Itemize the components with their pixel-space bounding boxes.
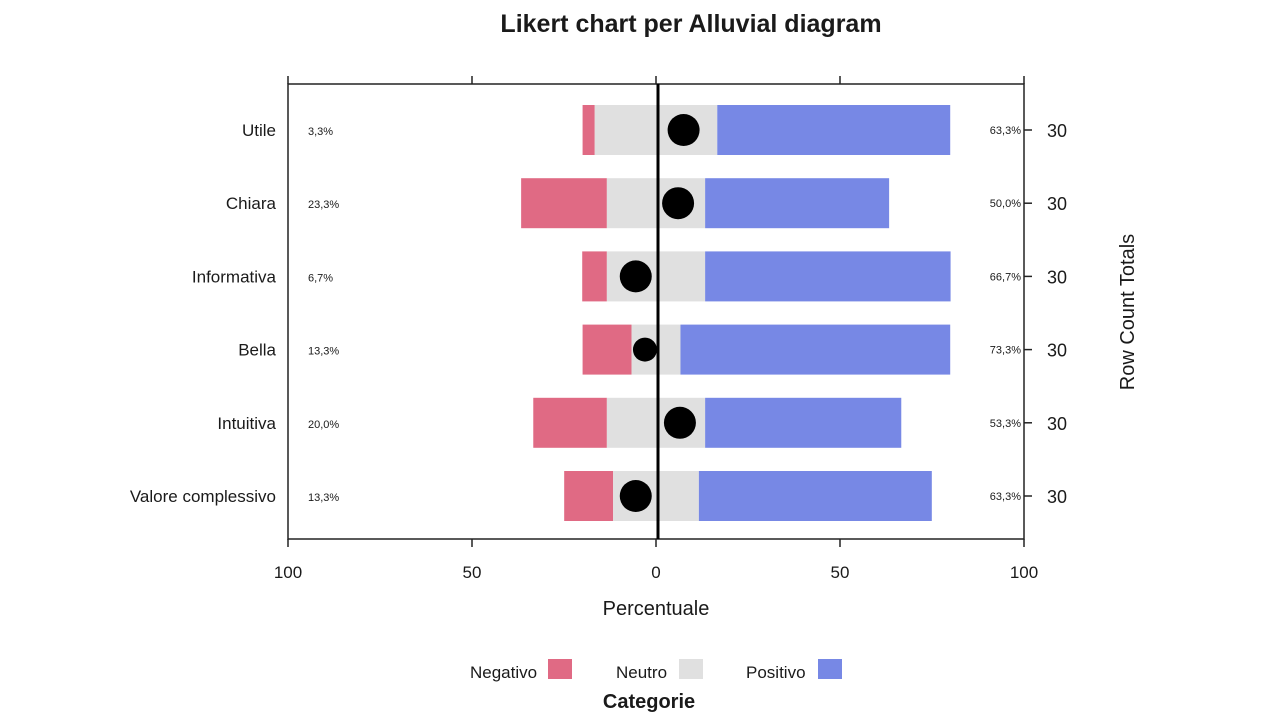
category-label: Utile — [242, 121, 276, 140]
negative-percent-label: 3,3% — [308, 126, 333, 138]
positive-percent-label: 50,0% — [990, 198, 1021, 210]
x-tick-label: 100 — [274, 563, 302, 582]
legend-label: Neutro — [616, 663, 667, 682]
x-axis-label: Percentuale — [603, 598, 710, 620]
bar-negativo — [582, 105, 595, 155]
row-total-label: 30 — [1047, 194, 1067, 214]
bar-negativo — [521, 178, 607, 229]
legend-swatch — [548, 659, 572, 679]
mean-marker — [619, 480, 652, 512]
bar-negativo — [533, 397, 607, 448]
positive-percent-label: 53,3% — [990, 418, 1021, 430]
negative-percent-label: 23,3% — [308, 199, 339, 211]
row-total-label: 30 — [1047, 121, 1067, 141]
legend-label: Positivo — [746, 663, 806, 682]
bar-negativo — [582, 251, 607, 302]
legend-swatch — [818, 659, 842, 679]
legend-label: Negativo — [470, 663, 537, 682]
category-label: Valore complessivo — [130, 487, 276, 506]
negative-percent-label: 13,3% — [308, 346, 339, 358]
legend: Negativo Neutro Positivo — [470, 659, 842, 682]
right-axis-label: Row Count Totals — [1117, 234, 1139, 390]
mean-marker — [662, 187, 695, 220]
bar-positivo — [705, 178, 890, 229]
legend-title: Categorie — [603, 691, 695, 713]
plot-area: 100 50 0 50 100 Utile 3,3% 63,3% 30 Chiara 23,3% 50… — [130, 76, 1067, 582]
bar-positivo — [717, 105, 951, 155]
bar-positivo — [705, 397, 902, 448]
mean-marker — [632, 337, 657, 362]
row-total-label: 30 — [1047, 341, 1067, 361]
bar-positivo — [680, 324, 951, 375]
x-tick-label: 50 — [463, 563, 482, 582]
negative-percent-label: 13,3% — [308, 492, 339, 504]
category-label: Chiara — [226, 194, 277, 213]
chart-title: Likert chart per Alluvial diagram — [500, 10, 881, 38]
x-tick-label: 100 — [1010, 563, 1038, 582]
x-tick-label: 0 — [651, 563, 660, 582]
row-total-label: 30 — [1047, 267, 1067, 287]
positive-percent-label: 73,3% — [990, 345, 1021, 357]
negative-percent-label: 6,7% — [308, 272, 333, 284]
category-label: Intuitiva — [217, 414, 276, 433]
mean-marker — [667, 114, 700, 146]
positive-percent-label: 63,3% — [990, 491, 1021, 503]
mean-marker — [663, 406, 696, 439]
mean-marker — [619, 260, 652, 293]
row-total-label: 30 — [1047, 487, 1067, 507]
bar-positivo — [705, 251, 951, 302]
category-label: Informativa — [192, 267, 277, 286]
bar-negativo — [564, 471, 614, 521]
bar-negativo — [582, 324, 632, 375]
legend-swatch — [679, 659, 703, 679]
negative-percent-label: 20,0% — [308, 419, 339, 431]
category-label: Bella — [238, 341, 276, 360]
positive-percent-label: 63,3% — [990, 125, 1021, 137]
row-total-label: 30 — [1047, 414, 1067, 434]
positive-percent-label: 66,7% — [990, 271, 1021, 283]
x-tick-label: 50 — [831, 563, 850, 582]
bar-positivo — [698, 471, 932, 521]
